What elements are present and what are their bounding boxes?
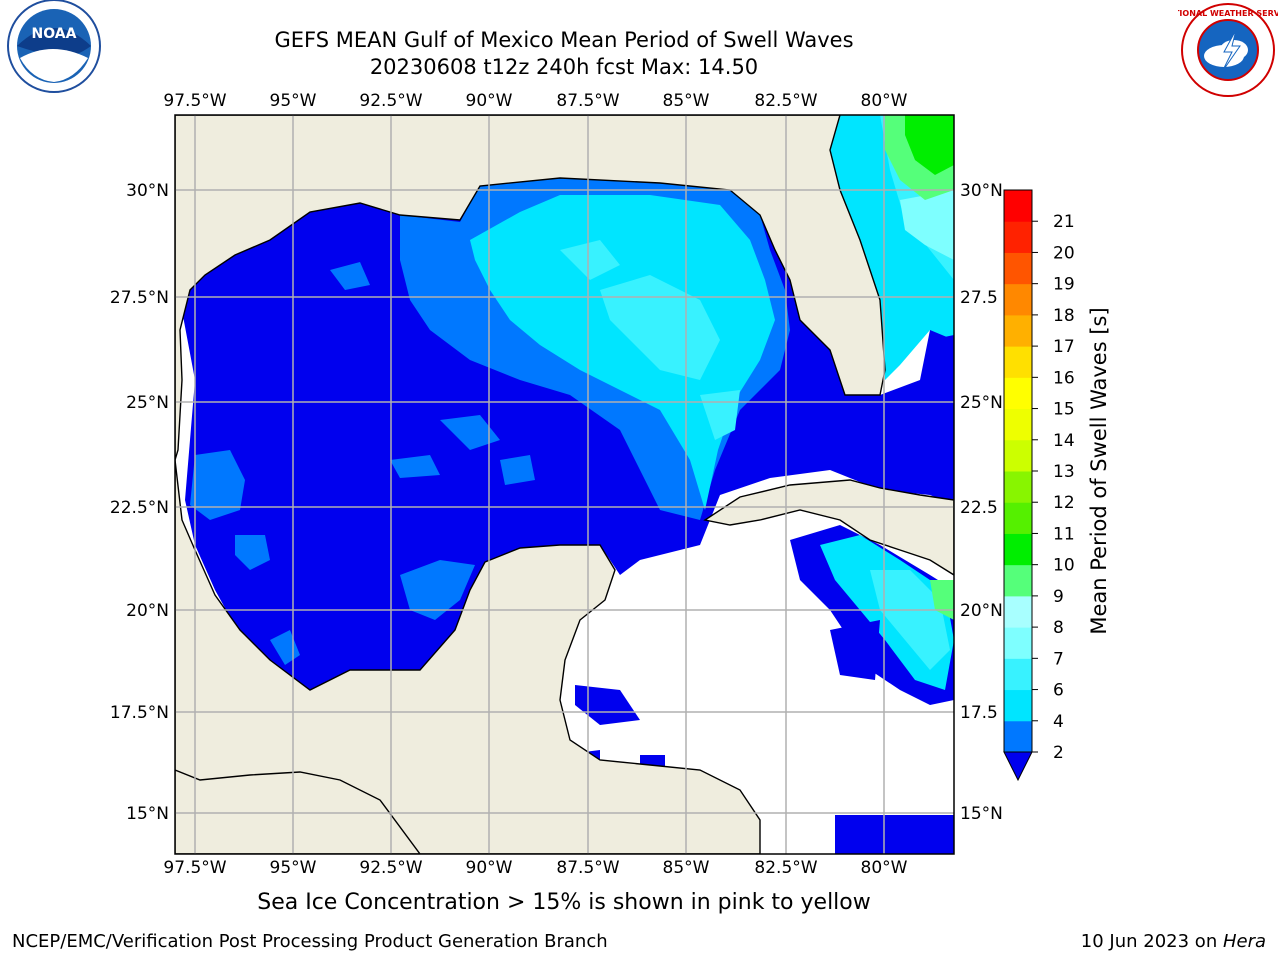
lat-label-left: 22.5°N [110,498,169,518]
lat-label-left: 27.5°N [110,288,169,308]
colorbar-tick-label: 16 [1053,368,1075,388]
colorbar-tick-label: 18 [1053,306,1075,326]
lon-label-bottom: 85°W [663,858,710,878]
lat-label-left: 30°N [126,181,169,201]
map-gridlines [175,115,954,854]
nws-logo: NATIONAL WEATHER SERVICE [1178,3,1278,97]
colorbar-segment [1004,502,1032,534]
lon-label-top: 80°W [861,91,908,111]
colorbar-segment [1004,439,1032,472]
colorbar-segment [1004,627,1032,659]
footer-host: Hera [1222,931,1266,952]
colorbar: 2 4 6 7 8 9 10 11 12 13 14 15 16 17 18 19 20 21 [1003,189,1075,782]
nws-logo-text: NATIONAL WEATHER SERVICE [1178,9,1278,18]
noaa-logo-text: NOAA [32,26,77,42]
gulf-swell-6-7 [470,195,775,510]
lon-label-bottom: 80°W [861,858,908,878]
footer-credit: NCEP/EMC/Verification Post Processing Pr… [12,931,608,952]
lon-label-top: 92.5°W [359,91,422,111]
colorbar-tick-label: 11 [1053,524,1075,544]
colorbar-tick-label: 17 [1053,337,1075,357]
colorbar-segment [1004,283,1032,316]
lat-label-left: 20°N [126,601,169,621]
colorbar-segment [1004,346,1032,378]
colorbar-segment [1004,720,1032,753]
lon-label-top: 82.5°W [754,91,817,111]
colorbar-segment [1004,190,1032,222]
lat-label-right: 22.5 [960,498,998,518]
lon-label-top: 87.5°W [556,91,619,111]
map-area [175,115,954,854]
colorbar-tick-label: 20 [1053,243,1075,263]
colorbar-tick-label: 14 [1053,431,1075,451]
lat-label-right: 17.5 [960,703,998,723]
colorbar-tick-label: 21 [1053,212,1075,232]
colorbar-tick-label: 4 [1053,712,1064,732]
noaa-logo: NOAA [7,0,101,93]
colorbar-segment [1004,533,1032,566]
colorbar-extension [1003,751,1033,782]
map-frame [174,114,955,855]
land-cuba [703,479,954,576]
lat-label-right: 27.5 [960,288,998,308]
lon-label-top: 97.5°W [163,91,226,111]
colorbar-tick-label: 8 [1053,618,1064,638]
lat-label-right: 15°N [960,804,1003,824]
colorbar-segment [1004,689,1032,722]
sea-ice-note: Sea Ice Concentration > 15% is shown in … [257,890,871,915]
lon-label-top: 90°W [466,91,513,111]
colorbar-tick-label: 9 [1053,587,1064,607]
colorbar-tick-label: 7 [1053,649,1064,669]
map-subtitle: 20230608 t12z 240h fcst Max: 14.50 [369,55,759,79]
colorbar-tick-label: 13 [1053,462,1075,482]
colorbar-segment [1004,595,1032,628]
lat-label-right: 30°N [960,181,1003,201]
lat-label-right: 25°N [960,393,1003,413]
lon-label-bottom: 90°W [466,858,513,878]
lon-label-top: 95°W [270,91,317,111]
footer-date: 10 Jun 2023 on Hera [1081,931,1266,952]
lon-label-bottom: 95°W [270,858,317,878]
colorbar-segment [1004,221,1032,253]
lat-label-left: 25°N [126,393,169,413]
colorbar-tick-label: 12 [1053,493,1075,513]
lon-label-bottom: 97.5°W [163,858,226,878]
colorbar-segment [1004,471,1032,503]
lon-label-top: 85°W [663,91,710,111]
lon-label-bottom: 82.5°W [754,858,817,878]
colorbar-segment [1004,314,1032,347]
colorbar-tick-label: 15 [1053,400,1075,420]
lon-label-bottom: 87.5°W [556,858,619,878]
footer-date-text: 10 Jun 2023 on [1080,931,1223,952]
colorbar-tick-label: 2 [1053,743,1064,763]
colorbar-label: Mean Period of Swell Waves [s] [1087,307,1111,634]
colorbar-tick-label: 19 [1053,275,1075,295]
colorbar-segment [1004,377,1032,410]
colorbar-segment [1004,658,1032,691]
lat-label-left: 17.5°N [110,703,169,723]
lat-label-left: 15°N [126,804,169,824]
colorbar-segment [1004,408,1032,441]
colorbar-tick-label: 10 [1053,556,1075,576]
lon-label-bottom: 92.5°W [359,858,422,878]
colorbar-tick-label: 6 [1053,681,1064,701]
land-mexico [175,459,761,854]
lat-label-right: 20°N [960,601,1003,621]
colorbar-segment [1004,252,1032,285]
map-title: GEFS MEAN Gulf of Mexico Mean Period of … [274,28,854,52]
land-usa [175,115,886,461]
colorbar-segment [1004,564,1032,597]
